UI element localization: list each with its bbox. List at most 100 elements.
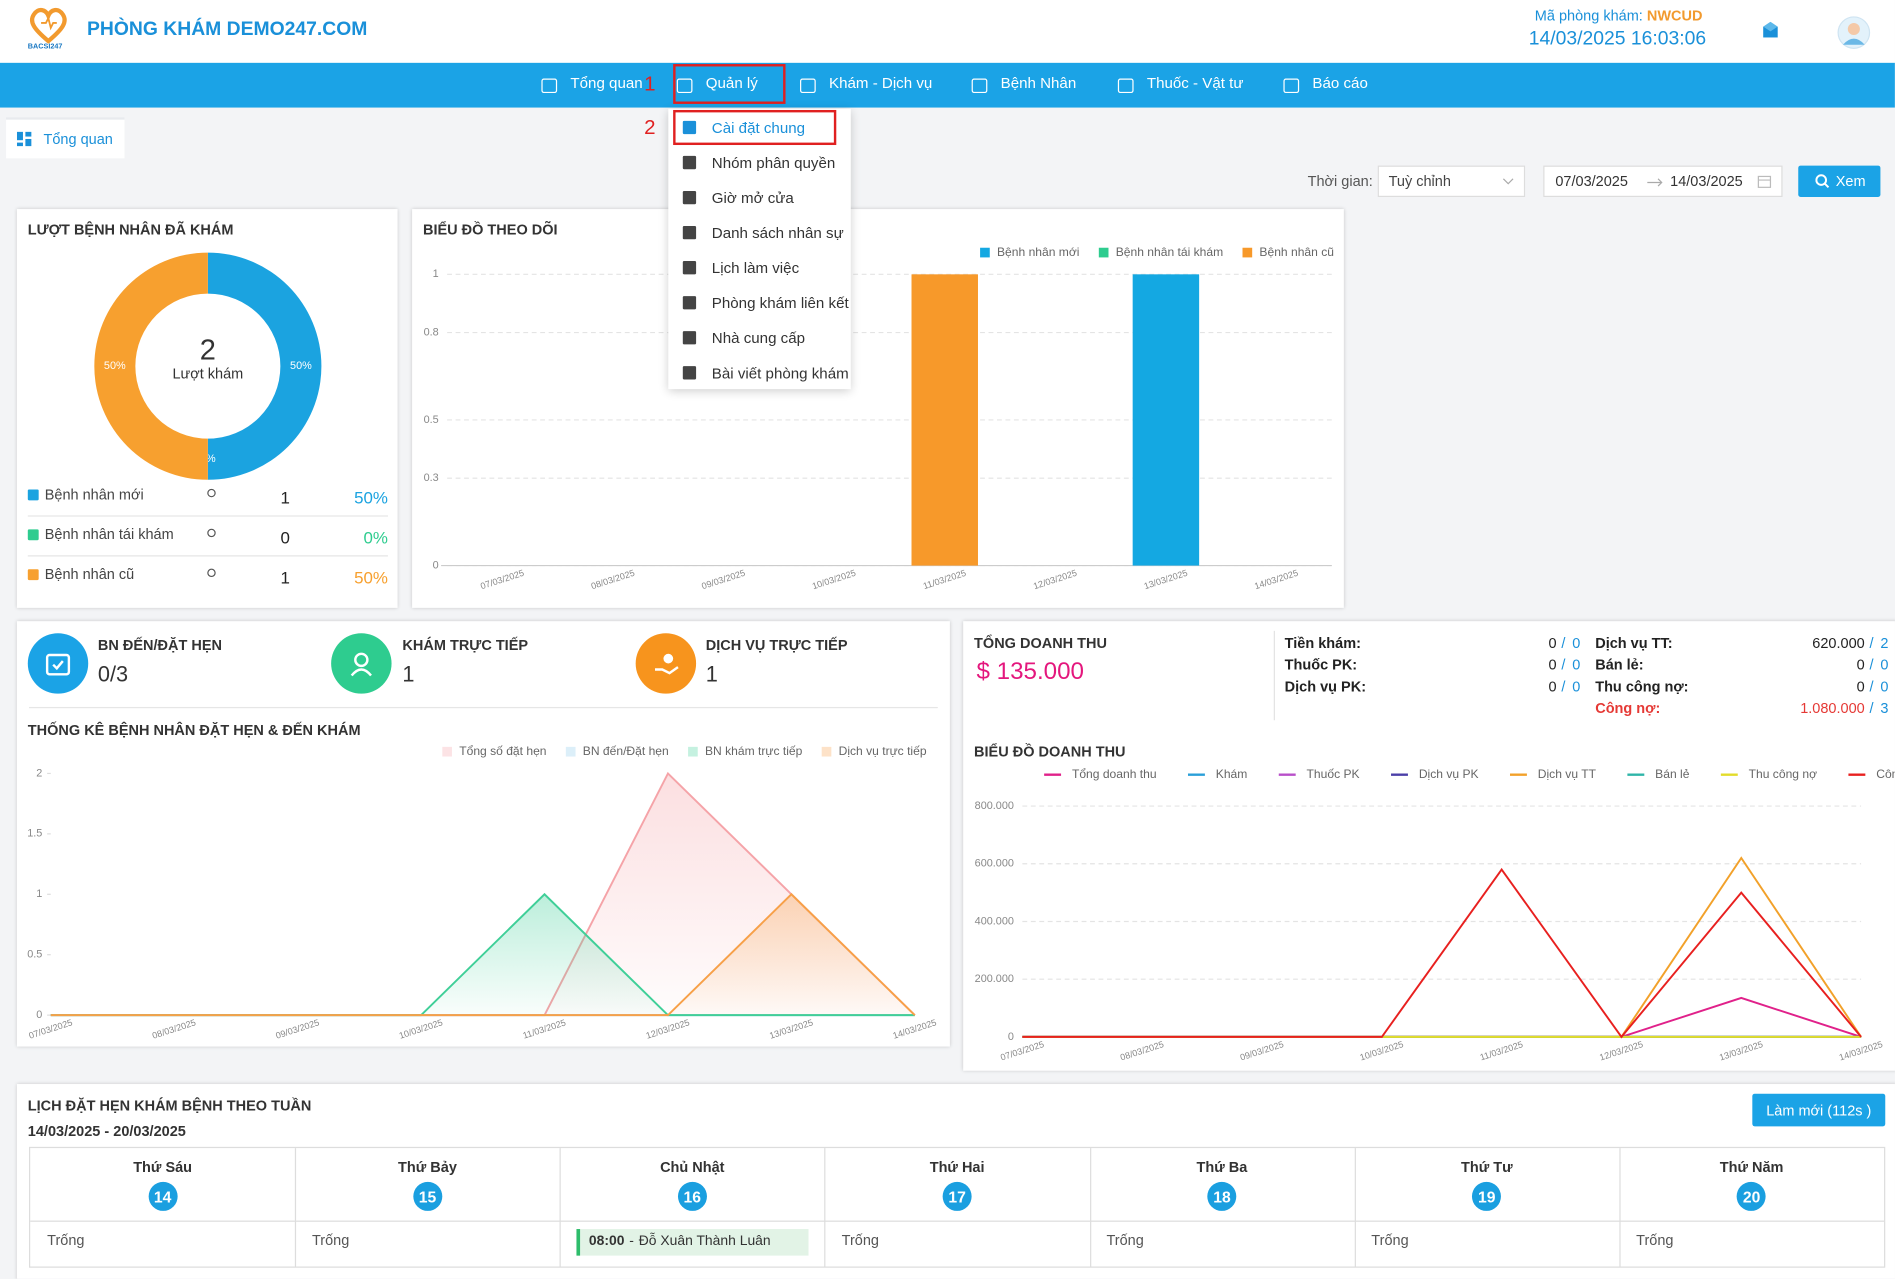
revenue-count: 0: [1572, 634, 1581, 652]
data-label: 50%: [104, 360, 126, 372]
card-title: BIỂU ĐỒ DOANH THU: [974, 743, 1126, 761]
view-button[interactable]: Xem: [1798, 165, 1881, 197]
legend-percent: 50%: [354, 489, 388, 508]
legend-label: BN khám trực tiếp: [705, 744, 803, 758]
empty-label: Trống: [311, 1231, 350, 1249]
appointment[interactable]: 08:00- Đỗ Xuân Thành Luân: [576, 1229, 809, 1256]
y-tick-label: 600.000: [975, 858, 1014, 870]
y-tick-label: 0.8: [424, 326, 439, 338]
day-date-badge: 20: [1737, 1181, 1767, 1211]
legend-label: Bán lẻ: [1655, 767, 1690, 781]
revenue-total: $ 135.000: [976, 660, 1084, 684]
line: [1022, 867, 1862, 1039]
menu-item[interactable]: Cài đặt chung: [668, 110, 850, 145]
nav-item[interactable]: Khám - Dịch vụ: [800, 63, 933, 108]
mode-select[interactable]: Tuỳ chỉnh: [1377, 165, 1526, 197]
schedule-table: Thứ Sáu 14 Trống Thứ Bảy 15 Trống Chủ Nhật 16 08…: [29, 1146, 1886, 1268]
day-date: 14: [153, 1187, 172, 1207]
stat-icon: [331, 633, 392, 694]
line: [1022, 856, 1862, 1038]
schedule-title: LỊCH ĐẶT HẸN KHÁM BỆNH THEO TUẦN: [27, 1097, 312, 1115]
center-value: 2: [200, 334, 216, 366]
nav-item[interactable]: Quản lý: [676, 63, 781, 108]
x-tick-label: 13/03/2025: [1143, 568, 1189, 592]
refresh-button[interactable]: Làm mới (112s ): [1752, 1093, 1886, 1127]
nav-item[interactable]: Bệnh Nhân: [971, 63, 1105, 108]
nav-icon: [1117, 78, 1134, 94]
menu-label: Nhà cung cấp: [711, 329, 806, 347]
menu-icon: [682, 190, 697, 205]
tab-icon: [16, 131, 32, 147]
stat-icon: [635, 633, 697, 694]
appointment-text: 08:00- Đỗ Xuân Thành Luân: [588, 1233, 776, 1249]
x-tick-label: 14/03/2025: [1838, 1039, 1884, 1063]
day-name: Thứ Bảy: [398, 1158, 457, 1176]
nav-label: Bệnh Nhân: [1000, 74, 1077, 92]
menu-label: Phòng khám liên kết: [711, 294, 849, 312]
x-tick-label: 08/03/2025: [1119, 1039, 1165, 1063]
revenue-separator: /: [1561, 677, 1566, 695]
notification-icon[interactable]: [1762, 21, 1779, 39]
dropdown-menu: Cài đặt chung Nhóm phân quyền Giờ mở cửa Da…: [668, 108, 851, 390]
donut-segment: [94, 252, 208, 480]
menu-item[interactable]: Giờ mở cửa: [668, 180, 850, 215]
nav-item[interactable]: Tổng quan: [541, 63, 674, 108]
revenue-label: Thuốc PK:: [1284, 656, 1358, 674]
revenue-separator: /: [1869, 656, 1874, 674]
row-divider: [30, 1220, 1885, 1222]
x-tick-label: 10/03/2025: [398, 1017, 444, 1041]
nav-icon: [676, 78, 693, 94]
currency: $: [976, 658, 990, 686]
day-name: Thứ Tư: [1460, 1158, 1513, 1176]
menu-item[interactable]: Nhà cung cấp: [668, 320, 850, 355]
revenue-title: TỔNG DOANH THU: [974, 634, 1107, 652]
x-tick-label: 10/03/2025: [811, 568, 857, 592]
legend-marker: [27, 569, 39, 581]
nav-label: Báo cáo: [1312, 74, 1368, 92]
legend-marker: [565, 746, 576, 757]
revenue-separator: /: [1869, 699, 1874, 717]
appointment-time: 08:00: [588, 1233, 625, 1249]
legend-label: Thuốc PK: [1307, 767, 1360, 781]
nav-label: Tổng quan: [570, 74, 643, 92]
calendar-icon: [1757, 175, 1772, 188]
revenue-amount: 0: [1548, 656, 1557, 674]
avatar[interactable]: [1837, 16, 1871, 50]
nav-item[interactable]: Thuốc - Vật tư: [1117, 63, 1251, 108]
menu-icon: [682, 296, 697, 310]
day-date: 20: [1742, 1187, 1761, 1207]
stat-value: 1: [705, 662, 718, 687]
date-range[interactable]: 07/03/2025 14/03/2025: [1543, 165, 1783, 197]
x-tick-label: 13/03/2025: [768, 1017, 814, 1041]
x-tick-label: 08/03/2025: [151, 1017, 197, 1041]
revenue-label: Bán lẻ:: [1595, 656, 1644, 674]
menu-item[interactable]: Danh sách nhân sự: [668, 215, 850, 250]
legend-label: Tổng doanh thu: [1072, 767, 1157, 781]
bar: [911, 274, 978, 566]
day-date-badge: 19: [1472, 1181, 1502, 1211]
nav-icon: [1283, 78, 1300, 94]
tab[interactable]: Tổng quan: [6, 117, 125, 159]
menu-item[interactable]: Bài viết phòng khám: [668, 355, 850, 390]
card-title: LƯỢT BỆNH NHÂN ĐÃ KHÁM: [27, 221, 234, 239]
menu-icon: [682, 120, 697, 135]
menu-icon: [682, 366, 697, 380]
day-date-badge: 14: [148, 1181, 178, 1211]
menu-item[interactable]: Nhóm phân quyền: [668, 145, 850, 180]
card: [963, 621, 1895, 1071]
legend-marker: [27, 489, 39, 501]
mode-value: Tuỳ chỉnh: [1388, 172, 1451, 190]
revenue-count: 2: [1880, 634, 1889, 652]
revenue-separator: /: [1869, 677, 1874, 695]
day-name: Thứ Sáu: [133, 1158, 193, 1176]
legend-marker: [1098, 247, 1109, 258]
header: BACSI247 PHÒNG KHÁM DEMO247.COM Mã phòng…: [0, 0, 1895, 63]
nav-item[interactable]: Báo cáo: [1283, 63, 1416, 108]
menu-item[interactable]: Lịch làm việc: [668, 250, 850, 285]
code-label: Mã phòng khám:: [1534, 7, 1643, 25]
y-tick-label: 1.5: [27, 828, 42, 840]
logo: [29, 7, 67, 44]
menu-item[interactable]: Phòng khám liên kết: [668, 285, 850, 320]
stat-value: 0/3: [97, 662, 129, 687]
revenue-count: 0: [1880, 656, 1889, 674]
